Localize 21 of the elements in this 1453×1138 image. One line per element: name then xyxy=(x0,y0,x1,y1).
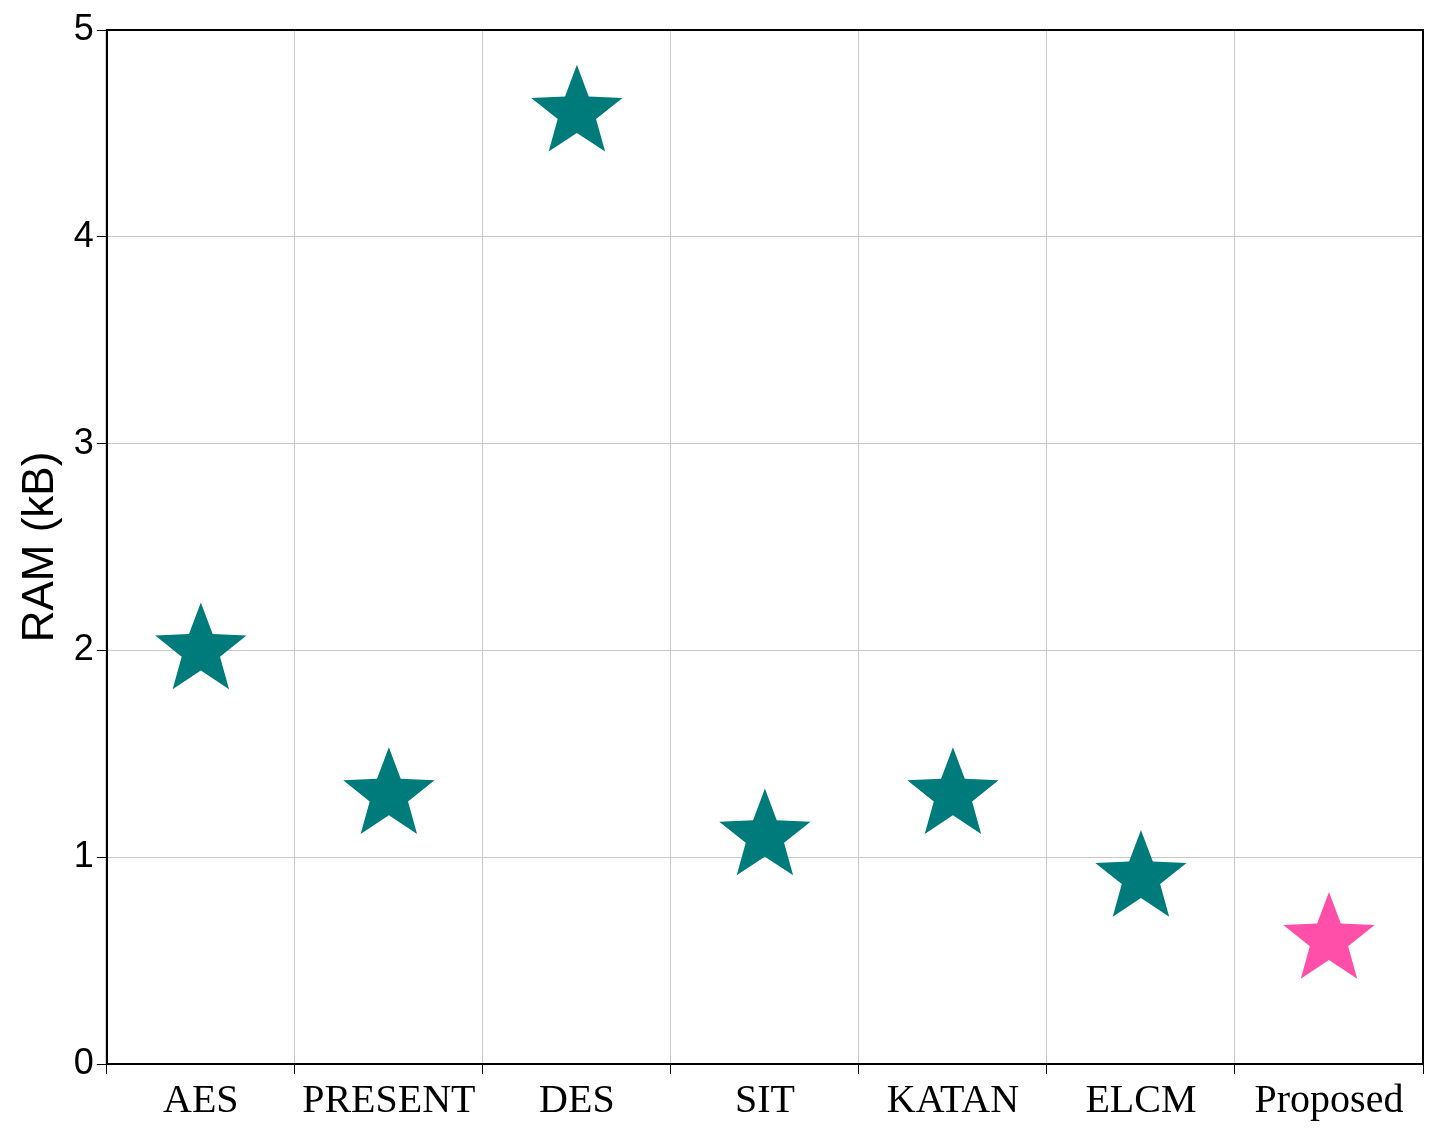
x-tick-label: PRESENT xyxy=(302,1075,476,1121)
y-tick-label: 4 xyxy=(73,213,94,255)
point xyxy=(155,602,247,690)
x-tick-label: SIT xyxy=(734,1075,795,1121)
x-tick-label: DES xyxy=(539,1075,615,1121)
point xyxy=(907,747,999,834)
point xyxy=(1283,891,1375,979)
x-tick-label: Proposed xyxy=(1254,1075,1404,1121)
y-axis-title: RAM (kB) xyxy=(12,451,62,643)
y-tick-label: 3 xyxy=(73,420,94,462)
y-tick-label: 0 xyxy=(73,1040,94,1082)
point xyxy=(343,747,435,834)
y-tick-label: 5 xyxy=(73,6,94,48)
x-tick-label: KATAN xyxy=(886,1075,1020,1121)
point xyxy=(719,788,811,876)
point xyxy=(1095,829,1187,917)
y-tick-label: 2 xyxy=(73,627,94,669)
x-tick-label: AES xyxy=(163,1075,239,1121)
y-tick-label: 1 xyxy=(73,834,94,876)
point xyxy=(531,64,623,152)
x-tick-label: ELCM xyxy=(1085,1075,1197,1121)
